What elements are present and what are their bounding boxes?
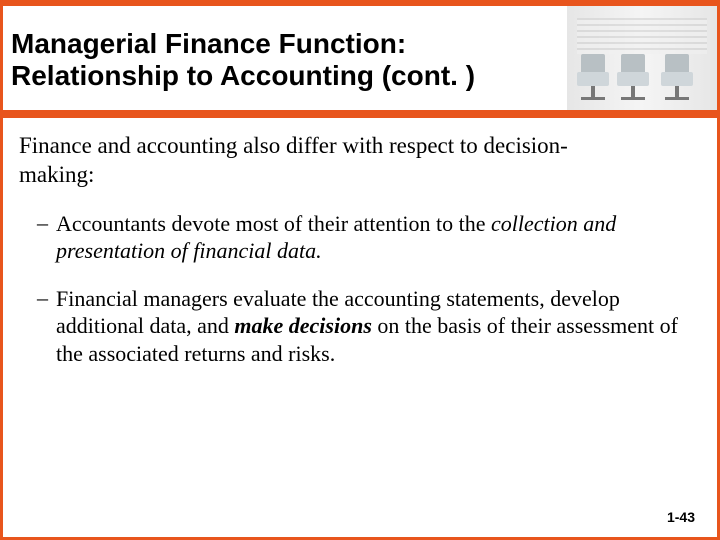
bullet-text: Accountants devote most of their attenti…	[56, 210, 699, 265]
title-line-2: Relationship to Accounting (cont. )	[11, 60, 561, 92]
lead-paragraph: Finance and accounting also differ with …	[19, 132, 699, 190]
accent-divider	[3, 110, 717, 118]
bullet-item: –Accountants devote most of their attent…	[37, 210, 699, 265]
chair-icon	[575, 54, 611, 100]
bullet-item: –Financial managers evaluate the account…	[37, 285, 699, 368]
title-line-1: Managerial Finance Function:	[11, 28, 561, 60]
header-row: Managerial Finance Function: Relationshi…	[3, 6, 717, 110]
chair-icon	[659, 54, 695, 100]
bullet-text: Financial managers evaluate the accounti…	[56, 285, 699, 368]
bullet-list: –Accountants devote most of their attent…	[19, 210, 699, 368]
chair-icon	[615, 54, 651, 100]
page-number: 1-43	[667, 509, 695, 525]
body-area: Finance and accounting also differ with …	[3, 118, 717, 367]
slide: Managerial Finance Function: Relationshi…	[0, 0, 720, 540]
bullet-dash-icon: –	[37, 285, 56, 368]
bullet-prefix: Accountants devote most of their attenti…	[56, 211, 491, 236]
lead-line-2: making:	[19, 162, 94, 187]
bullet-dash-icon: –	[37, 210, 56, 265]
lead-line-1: Finance and accounting also differ with …	[19, 133, 568, 158]
bullet-emphasis: make decisions	[234, 313, 372, 338]
header-decorative-image	[567, 6, 717, 110]
title-block: Managerial Finance Function: Relationshi…	[3, 6, 567, 110]
